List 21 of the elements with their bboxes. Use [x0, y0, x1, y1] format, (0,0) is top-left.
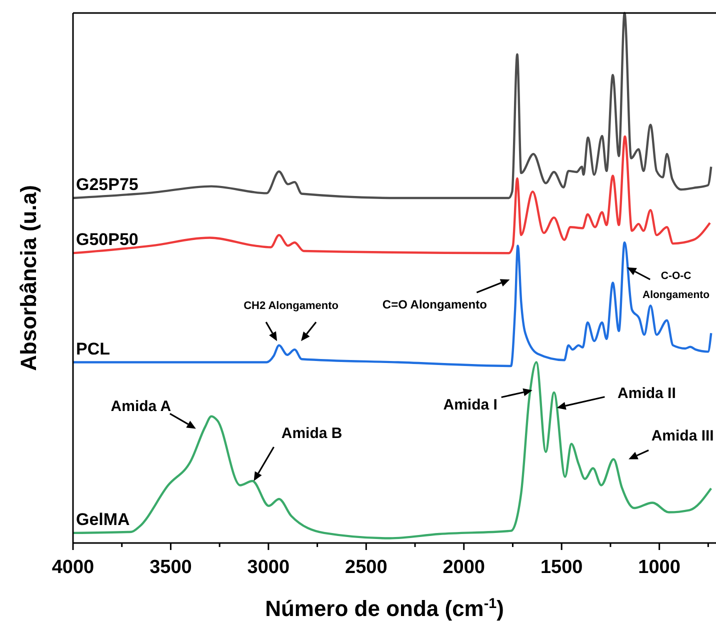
annotation: Amida III	[651, 428, 714, 445]
x-tick-label: 2500	[345, 557, 388, 578]
annotation: Amida II	[618, 385, 676, 402]
series-label: G50P50	[76, 230, 138, 250]
x-tick-label: 2000	[442, 557, 486, 578]
x-tick-label: 4000	[52, 557, 94, 578]
x-tick-label: 1000	[638, 557, 680, 578]
x-tick-label: 3500	[150, 557, 192, 578]
annotation: C-O-C Alongamento	[642, 270, 710, 301]
x-axis-title: Número de onda (cm$^{-1}$)	[265, 596, 504, 621]
annotation: CH2 Alongamento	[244, 300, 339, 312]
y-axis-title: Absorbância (u.a)	[16, 185, 41, 371]
series-label: GelMA	[76, 510, 130, 529]
annotation: Amida B	[281, 425, 342, 442]
x-tick-label: 1500	[540, 557, 583, 578]
annotation: Amida I	[443, 396, 498, 414]
series-label: G25P75	[76, 174, 138, 194]
series-label: PCL	[76, 339, 110, 358]
annotation: Amida A	[110, 398, 172, 415]
annotation: C=O Alongamento	[382, 298, 487, 312]
x-tick-label: 3000	[247, 557, 290, 578]
